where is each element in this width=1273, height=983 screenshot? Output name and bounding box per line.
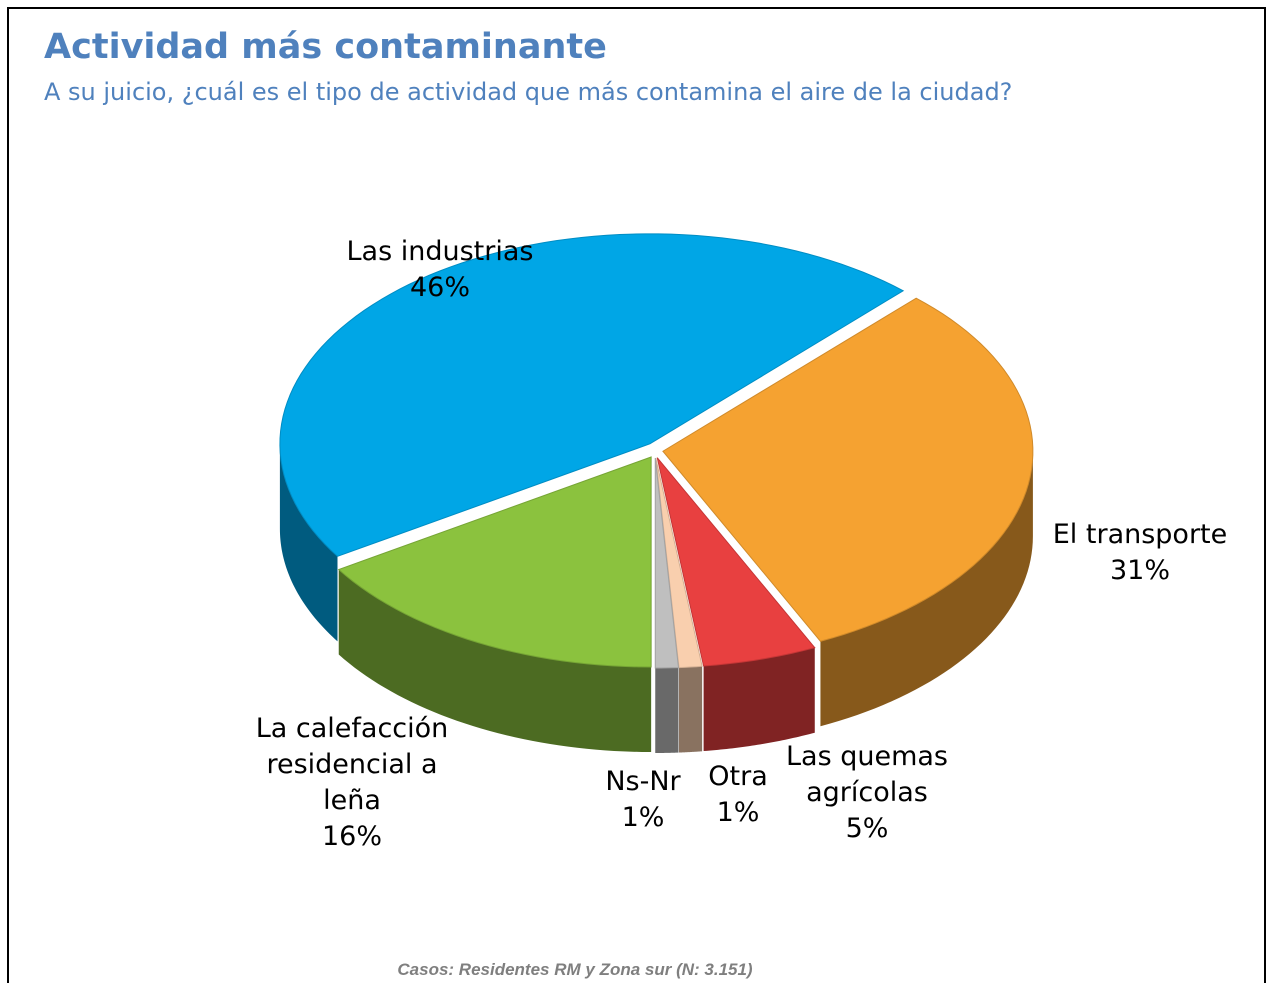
slice xyxy=(279,233,905,557)
slice-label: Otra xyxy=(708,761,767,792)
value-label: 16% xyxy=(322,821,382,852)
slice-label: Las industrias xyxy=(347,236,534,267)
slice-sides xyxy=(279,443,1033,753)
slice xyxy=(654,457,680,669)
slice xyxy=(655,457,703,669)
slice xyxy=(656,457,816,667)
value-label: 1% xyxy=(622,802,665,833)
slice-side xyxy=(279,443,338,642)
slice-side xyxy=(655,667,679,753)
value-label: 5% xyxy=(846,813,889,844)
footnote: Casos: Residentes RM y Zona sur (N: 3.15… xyxy=(397,960,753,979)
slice xyxy=(337,456,652,668)
slice-side xyxy=(678,666,703,753)
slice-label: El transporte xyxy=(1053,519,1228,550)
slice-label: Las quemas agrícolas xyxy=(786,741,948,808)
slice-side xyxy=(338,569,652,753)
value-label: 46% xyxy=(410,272,470,303)
value-label: 31% xyxy=(1110,555,1170,586)
chart-subtitle: A su juicio, ¿cuál es el tipo de activid… xyxy=(44,78,1012,106)
slice xyxy=(662,297,1034,642)
frame xyxy=(7,7,1266,983)
chart-title: Actividad más contaminante xyxy=(44,27,607,67)
slice-tops xyxy=(279,233,1034,669)
value-label: 1% xyxy=(717,797,760,828)
slice-label: La calefacción residencial a leña xyxy=(256,713,449,816)
slice-label: Ns-Nr xyxy=(605,766,681,797)
slice-side xyxy=(703,647,815,752)
slice-side xyxy=(820,451,1033,727)
